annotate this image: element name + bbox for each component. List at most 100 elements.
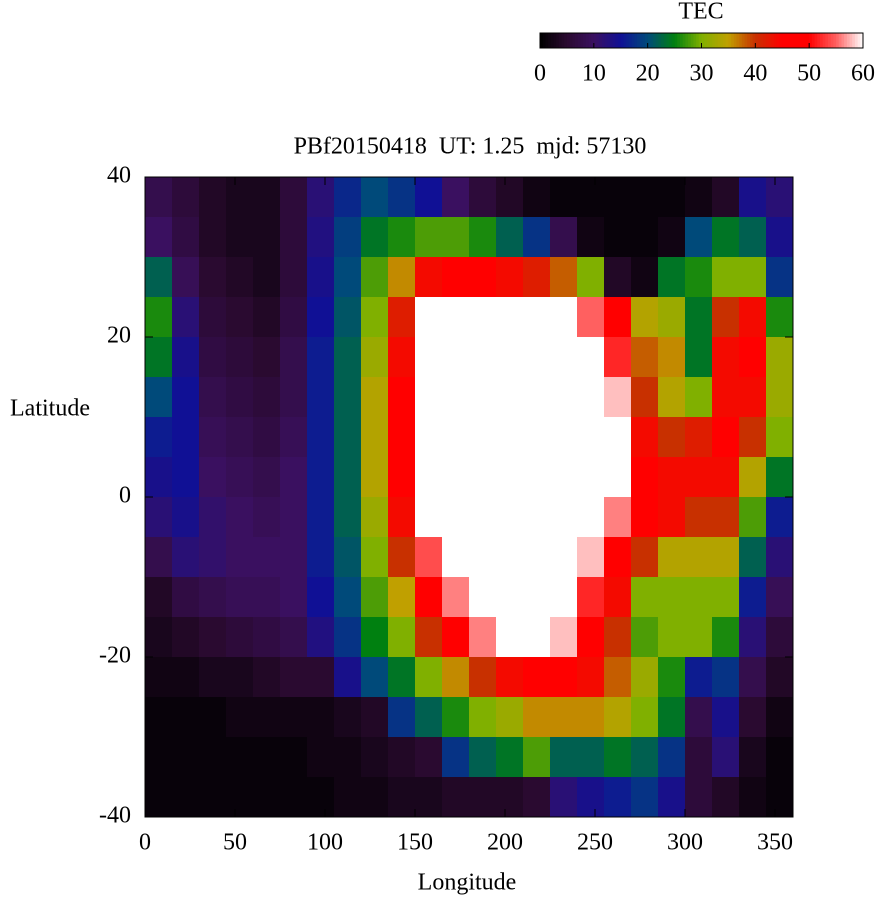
colorbar-swatch xyxy=(736,33,740,48)
heatmap-cell xyxy=(415,257,443,298)
heatmap-cell xyxy=(658,257,686,298)
heatmap-cell xyxy=(172,217,200,258)
heatmap-cell xyxy=(361,657,389,698)
heatmap-cell xyxy=(739,457,767,498)
heatmap-cell xyxy=(604,457,632,498)
x-tick-label: 250 xyxy=(577,830,613,856)
heatmap-cell xyxy=(496,537,524,578)
heatmap-cell xyxy=(334,777,362,818)
heatmap-cell xyxy=(604,257,632,298)
heatmap-cell xyxy=(712,297,740,338)
heatmap-cell xyxy=(253,257,281,298)
chart-title: PBf20150418 UT: 1.25 mjd: 57130 xyxy=(294,134,647,160)
heatmap-cell xyxy=(766,177,794,218)
heatmap-cell xyxy=(226,257,254,298)
heatmap-cell xyxy=(199,457,227,498)
heatmap-cell xyxy=(415,697,443,738)
heatmap-cell xyxy=(307,177,335,218)
heatmap-cell xyxy=(523,337,551,378)
heatmap-cell xyxy=(496,657,524,698)
heatmap-cell xyxy=(226,177,254,218)
colorbar-swatch xyxy=(661,33,665,48)
colorbar-swatch xyxy=(836,33,840,48)
heatmap-cell xyxy=(280,657,308,698)
heatmap-cell xyxy=(766,657,794,698)
heatmap-cell xyxy=(172,737,200,778)
heatmap-cell xyxy=(631,417,659,458)
heatmap-cell xyxy=(739,377,767,418)
heatmap-cell xyxy=(307,257,335,298)
colorbar-swatch xyxy=(693,33,697,48)
x-axis-label: Longitude xyxy=(418,870,517,896)
colorbar-swatch xyxy=(728,33,732,48)
heatmap-cell xyxy=(361,497,389,538)
colorbar-swatch xyxy=(542,33,546,48)
x-tick-label: 300 xyxy=(667,830,703,856)
colorbar-swatch xyxy=(698,33,702,48)
colorbar-swatch xyxy=(669,33,673,48)
y-tick-label: -40 xyxy=(99,803,131,829)
heatmap-cell xyxy=(253,377,281,418)
heatmap-cell xyxy=(442,617,470,658)
heatmap-cell xyxy=(577,457,605,498)
heatmap-cell xyxy=(739,417,767,458)
heatmap-cell xyxy=(307,457,335,498)
heatmap-cell xyxy=(442,377,470,418)
heatmap-cell xyxy=(415,537,443,578)
heatmap-cell xyxy=(145,537,173,578)
colorbar-swatch xyxy=(647,33,651,48)
heatmap-cell xyxy=(199,217,227,258)
x-tick-label: 100 xyxy=(307,830,343,856)
heatmap-cell xyxy=(496,377,524,418)
heatmap-cell xyxy=(631,497,659,538)
heatmap-cell xyxy=(685,337,713,378)
colorbar-swatch xyxy=(833,33,837,48)
heatmap-cell xyxy=(334,657,362,698)
heatmap-cell xyxy=(199,337,227,378)
heatmap-cell xyxy=(631,697,659,738)
heatmap-cell xyxy=(766,217,794,258)
heatmap-cell xyxy=(334,217,362,258)
heatmap-cell xyxy=(280,497,308,538)
heatmap-cell xyxy=(658,737,686,778)
heatmap-cell xyxy=(496,577,524,618)
heatmap-cell xyxy=(388,377,416,418)
heatmap-cell xyxy=(766,777,794,818)
heatmap-cell xyxy=(253,177,281,218)
heatmap-cell xyxy=(334,417,362,458)
colorbar-swatch xyxy=(628,33,633,48)
colorbar-swatch xyxy=(849,33,853,48)
colorbar-swatch xyxy=(540,33,544,48)
heatmap-cell xyxy=(658,777,686,818)
heatmap-cell xyxy=(577,377,605,418)
heatmap-cell xyxy=(469,337,497,378)
heatmap-cell xyxy=(253,737,281,778)
y-axis-label: Latitude xyxy=(10,396,90,422)
heatmap-cell xyxy=(253,577,281,618)
heatmap-cell xyxy=(145,257,173,298)
heatmap-cell xyxy=(253,657,281,698)
heatmap-cell xyxy=(766,457,794,498)
heatmap-cell xyxy=(145,577,173,618)
heatmap-cell xyxy=(226,377,254,418)
colorbar-swatch xyxy=(852,33,856,48)
heatmap-cell xyxy=(334,497,362,538)
heatmap-cell xyxy=(307,537,335,578)
colorbar-swatch xyxy=(612,33,616,48)
colorbar-swatch xyxy=(760,33,764,48)
heatmap-cell xyxy=(145,737,173,778)
heatmap-cell xyxy=(199,297,227,338)
colorbar-swatch xyxy=(828,33,832,48)
colorbar-swatch xyxy=(854,33,859,48)
heatmap-cell xyxy=(604,217,632,258)
heatmap-cell xyxy=(388,657,416,698)
heatmap-cell xyxy=(442,777,470,818)
colorbar-swatch xyxy=(550,33,554,48)
heatmap-cell xyxy=(577,217,605,258)
heatmap-cell xyxy=(712,377,740,418)
colorbar-swatch xyxy=(593,33,598,48)
colorbar-tick-label: 30 xyxy=(690,61,714,87)
colorbar-swatch xyxy=(572,33,576,48)
heatmap-cell xyxy=(469,177,497,218)
